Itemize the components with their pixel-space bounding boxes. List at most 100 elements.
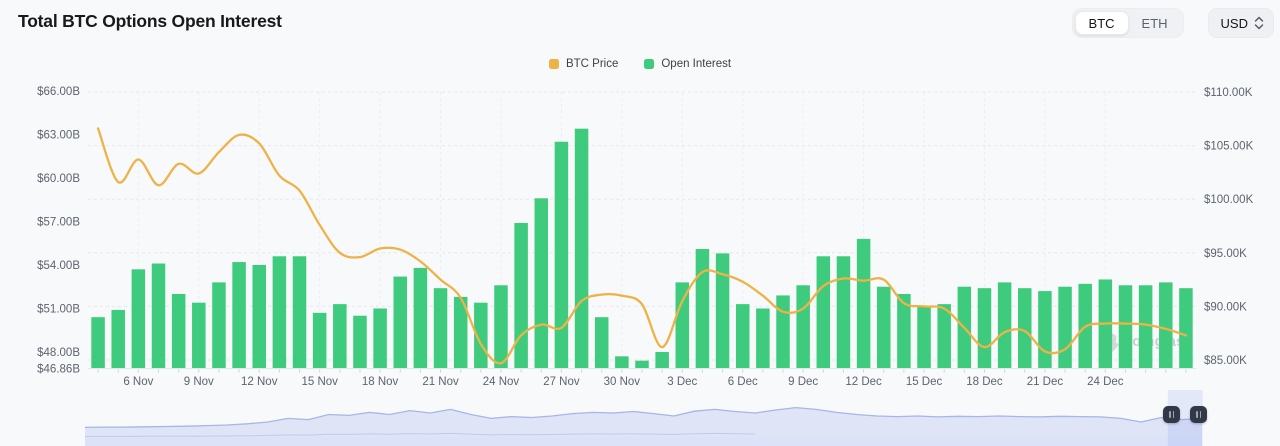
x-axis-label: 21 Dec — [1027, 376, 1064, 388]
open-interest-bar[interactable] — [856, 238, 871, 368]
open-interest-bar[interactable] — [695, 249, 710, 368]
open-interest-bar[interactable] — [373, 308, 387, 368]
open-interest-bar[interactable] — [514, 222, 528, 368]
navigator-handle-left[interactable] — [1163, 406, 1181, 423]
x-axis-label: 3 Dec — [667, 376, 697, 388]
x-axis-label: 18 Nov — [362, 376, 399, 388]
open-interest-bar[interactable] — [635, 360, 649, 368]
left-axis-label: $54.00B — [37, 260, 80, 272]
navigator-band — [85, 437, 1202, 446]
open-interest-bar[interactable] — [816, 256, 831, 368]
open-interest-bar[interactable] — [836, 256, 851, 368]
open-interest-bar[interactable] — [131, 269, 146, 368]
open-interest-bar[interactable] — [977, 288, 992, 368]
open-interest-bar[interactable] — [171, 293, 186, 368]
navigator-line — [84, 406, 1203, 429]
x-axis-label: 6 Nov — [123, 376, 153, 388]
x-axis-label: 12 Nov — [241, 376, 278, 388]
open-interest-bar[interactable] — [615, 356, 629, 368]
open-interest-bar[interactable] — [312, 312, 327, 368]
open-interest-bar[interactable] — [212, 282, 226, 368]
left-axis-label: $48.00B — [37, 347, 80, 359]
left-axis-label: $63.00B — [37, 129, 80, 141]
navigator-minimap[interactable] — [0, 388, 1280, 446]
left-axis-label: $60.00B — [37, 173, 80, 185]
open-interest-bar[interactable] — [756, 308, 770, 368]
updown-chevron-icon — [1254, 16, 1264, 30]
open-interest-bar[interactable] — [474, 302, 488, 368]
open-interest-bar[interactable] — [1058, 286, 1072, 368]
chart-legend: BTC Price Open Interest — [0, 58, 1280, 70]
open-interest-bar[interactable] — [1018, 288, 1032, 368]
open-interest-bar[interactable] — [917, 305, 931, 368]
open-interest-bar[interactable] — [232, 262, 246, 368]
open-interest-bar[interactable] — [494, 285, 508, 368]
right-axis-label: $85.00K — [1204, 355, 1247, 367]
open-interest-bar[interactable] — [534, 198, 549, 368]
tab-eth[interactable]: ETH — [1129, 11, 1181, 35]
open-interest-bar[interactable] — [453, 296, 468, 368]
x-axis-label: 21 Nov — [422, 376, 459, 388]
right-axis-label: $110.00K — [1204, 87, 1253, 99]
x-axis-label: 9 Nov — [184, 376, 214, 388]
left-axis-label: $57.00B — [37, 216, 80, 228]
x-axis-label: 9 Dec — [788, 376, 818, 388]
page-title: Total BTC Options Open Interest — [18, 11, 282, 31]
left-axis-label: $66.00B — [37, 86, 80, 98]
legend-item-open-interest[interactable]: Open Interest — [644, 58, 731, 70]
tab-btc[interactable]: BTC — [1074, 11, 1129, 35]
header-controls: BTC ETH USD — [1071, 8, 1274, 38]
x-axis-label: 6 Dec — [728, 376, 758, 388]
open-interest-bar[interactable] — [554, 141, 569, 368]
open-interest-bar[interactable] — [675, 282, 690, 368]
open-interest-bar[interactable] — [333, 304, 347, 368]
open-interest-bar[interactable] — [1138, 285, 1153, 368]
right-axis-label: $100.00K — [1204, 194, 1254, 206]
open-interest-bar[interactable] — [252, 264, 266, 368]
left-axis-label: $46.86B — [37, 364, 80, 376]
right-axis-label: $95.00K — [1204, 248, 1247, 260]
open-interest-bar[interactable] — [1159, 282, 1173, 368]
open-interest-bar[interactable] — [413, 267, 428, 368]
open-interest-swatch — [644, 59, 655, 69]
x-axis-label: 27 Nov — [543, 376, 580, 388]
currency-label: USD — [1220, 15, 1248, 31]
open-interest-bar[interactable] — [735, 304, 750, 368]
open-interest-bar[interactable] — [655, 351, 669, 368]
open-interest-bar[interactable] — [111, 309, 125, 368]
open-interest-bar[interactable] — [353, 315, 367, 368]
open-interest-bar[interactable] — [937, 304, 951, 368]
open-interest-bar[interactable] — [1179, 288, 1193, 368]
open-interest-bar[interactable] — [897, 293, 911, 368]
open-interest-bar[interactable] — [433, 288, 448, 368]
open-interest-bar[interactable] — [393, 276, 408, 368]
open-interest-bar[interactable] — [594, 317, 609, 368]
legend-label: BTC Price — [565, 58, 619, 70]
x-axis-label: 30 Nov — [604, 376, 641, 388]
x-axis-label: 24 Dec — [1087, 376, 1124, 388]
open-interest-bar[interactable] — [192, 302, 206, 368]
open-interest-bar[interactable] — [796, 285, 810, 368]
btc-price-line — [96, 127, 1188, 365]
open-interest-bar[interactable] — [776, 295, 790, 368]
open-interest-bar[interactable] — [574, 128, 589, 368]
currency-select[interactable]: USD — [1207, 8, 1274, 38]
left-axis-label: $51.00B — [37, 303, 80, 315]
open-interest-bar[interactable] — [292, 256, 307, 368]
x-axis-label: 24 Nov — [483, 376, 520, 388]
open-interest-bar[interactable] — [91, 317, 105, 368]
open-interest-bar[interactable] — [715, 253, 730, 368]
open-interest-bar[interactable] — [997, 282, 1012, 368]
open-interest-bar[interactable] — [1038, 291, 1052, 368]
legend-item-btc-price[interactable]: BTC Price — [548, 58, 619, 70]
asset-toggle: BTC ETH — [1071, 8, 1184, 38]
open-interest-bar[interactable] — [272, 256, 287, 368]
open-interest-bar[interactable] — [151, 263, 166, 368]
open-interest-bar[interactable] — [1118, 285, 1133, 368]
navigator-handle-right[interactable] — [1190, 406, 1208, 423]
x-axis-label: 15 Nov — [301, 376, 338, 388]
open-interest-bar[interactable] — [876, 286, 891, 368]
legend-label: Open Interest — [661, 58, 732, 70]
navigator-area — [85, 407, 1202, 446]
